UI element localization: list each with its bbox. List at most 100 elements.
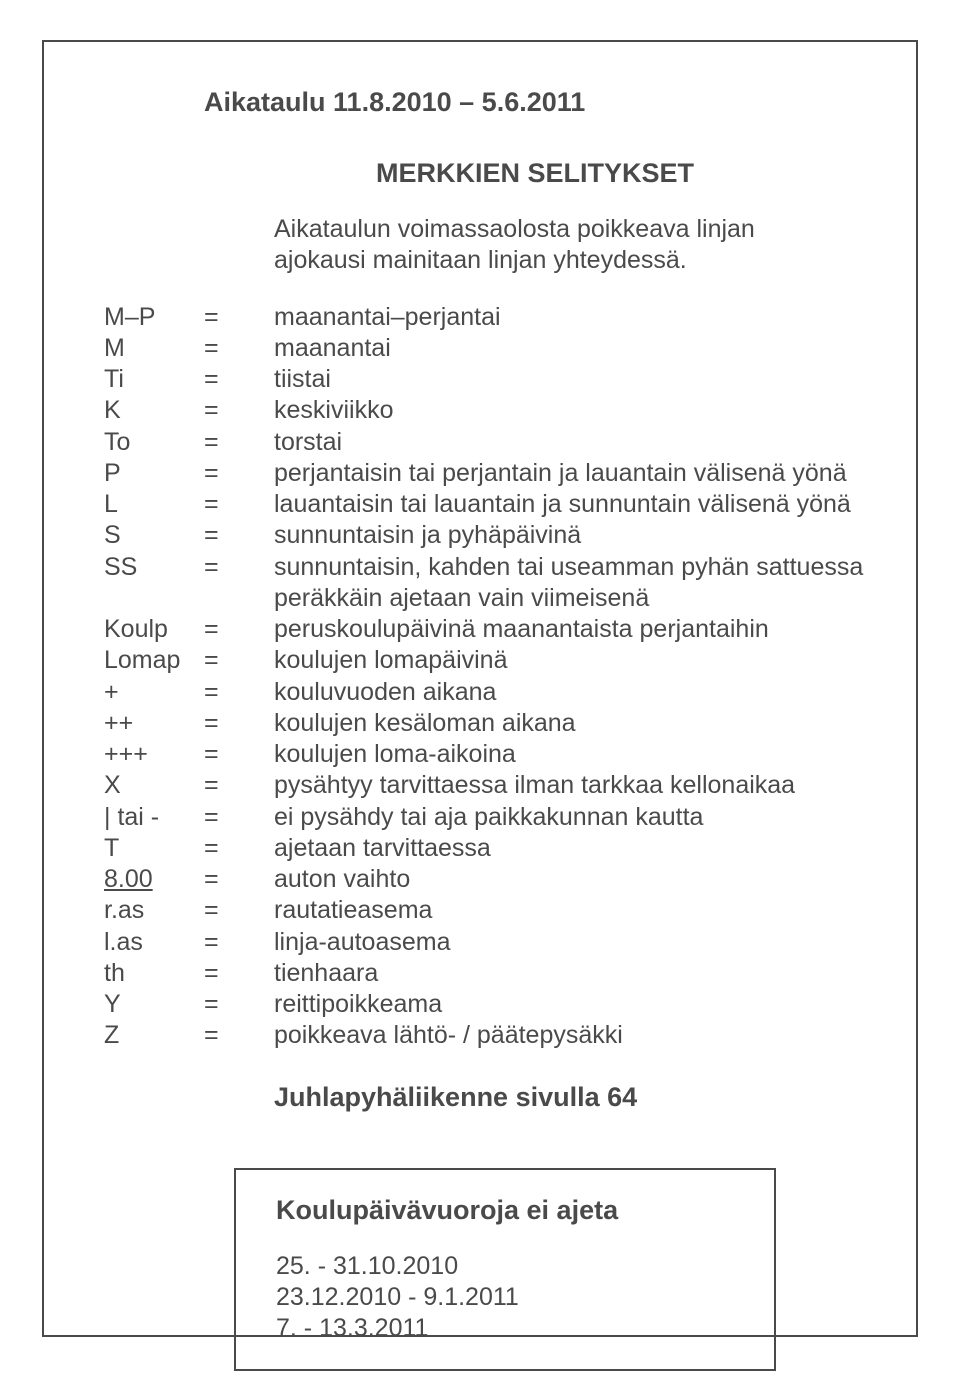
definition-row: S=sunnuntaisin ja pyhäpäivinä bbox=[104, 520, 866, 551]
no-service-box: Koulupäivävuoroja ei ajeta 25. - 31.10.2… bbox=[234, 1168, 776, 1372]
definition-value: sunnuntaisin ja pyhäpäivinä bbox=[274, 520, 866, 551]
definition-symbol: M–P bbox=[104, 302, 204, 333]
definition-equals: = bbox=[204, 395, 274, 426]
definition-equals: = bbox=[204, 364, 274, 395]
content-frame: Aikataulu 11.8.2010 – 5.6.2011 MERKKIEN … bbox=[42, 40, 918, 1337]
definition-value: perjantaisin tai perjantain ja lauantain… bbox=[274, 458, 866, 489]
definition-equals: = bbox=[204, 458, 274, 489]
definition-value: lauantaisin tai lauantain ja sunnuntain … bbox=[274, 489, 866, 520]
definition-equals: = bbox=[204, 614, 274, 645]
definition-value: ajetaan tarvittaessa bbox=[274, 833, 866, 864]
definition-equals: = bbox=[204, 864, 274, 895]
definition-row: L=lauantaisin tai lauantain ja sunnuntai… bbox=[104, 489, 866, 520]
definition-row: Z=poikkeava lähtö- / päätepysäkki bbox=[104, 1020, 866, 1051]
definition-row: Ti=tiistai bbox=[104, 364, 866, 395]
definition-row: l.as=linja-autoasema bbox=[104, 927, 866, 958]
definition-symbol: Lomap bbox=[104, 645, 204, 676]
definition-value: koulujen lomapäivinä bbox=[274, 645, 866, 676]
no-service-date: 25. - 31.10.2010 bbox=[276, 1251, 744, 1282]
definition-row: Koulp=peruskoulupäivinä maanantaista per… bbox=[104, 614, 866, 645]
definitions-list: M–P=maanantai–perjantaiM=maanantaiTi=tii… bbox=[104, 302, 866, 1052]
definition-row: +++=koulujen loma-aikoina bbox=[104, 739, 866, 770]
definition-symbol: Ti bbox=[104, 364, 204, 395]
definition-value: keskiviikko bbox=[274, 395, 866, 426]
definition-symbol: ++ bbox=[104, 708, 204, 739]
definition-row: Y=reittipoikkeama bbox=[104, 989, 866, 1020]
definition-symbol: SS bbox=[104, 552, 204, 583]
definition-value: tiistai bbox=[274, 364, 866, 395]
definition-value: sunnuntaisin, kahden tai useamman pyhän … bbox=[274, 552, 866, 615]
definition-equals: = bbox=[204, 833, 274, 864]
page: Aikataulu 11.8.2010 – 5.6.2011 MERKKIEN … bbox=[0, 0, 960, 1377]
definition-value: kouluvuoden aikana bbox=[274, 677, 866, 708]
definition-symbol: th bbox=[104, 958, 204, 989]
definition-value: torstai bbox=[274, 427, 866, 458]
definition-value: maanantai–perjantai bbox=[274, 302, 866, 333]
definition-symbol: K bbox=[104, 395, 204, 426]
definition-row: K=keskiviikko bbox=[104, 395, 866, 426]
definition-equals: = bbox=[204, 708, 274, 739]
definition-symbol: l.as bbox=[104, 927, 204, 958]
definition-value: koulujen loma-aikoina bbox=[274, 739, 866, 770]
page-title: Aikataulu 11.8.2010 – 5.6.2011 bbox=[204, 87, 866, 118]
definition-row: To=torstai bbox=[104, 427, 866, 458]
definition-row: X=pysähtyy tarvittaessa ilman tarkkaa ke… bbox=[104, 770, 866, 801]
definition-symbol: X bbox=[104, 770, 204, 801]
definition-value: tienhaara bbox=[274, 958, 866, 989]
definition-equals: = bbox=[204, 520, 274, 551]
footer-note: Juhlapyhäliikenne sivulla 64 bbox=[274, 1082, 866, 1113]
no-service-date: 7. - 13.3.2011 bbox=[276, 1313, 744, 1344]
definition-row: r.as=rautatieasema bbox=[104, 895, 866, 926]
definition-row: 8.00=auton vaihto bbox=[104, 864, 866, 895]
no-service-date: 23.12.2010 - 9.1.2011 bbox=[276, 1282, 744, 1313]
section-heading: MERKKIEN SELITYKSET bbox=[254, 158, 816, 189]
definition-value: pysähtyy tarvittaessa ilman tarkkaa kell… bbox=[274, 770, 866, 801]
definition-equals: = bbox=[204, 1020, 274, 1051]
definition-equals: = bbox=[204, 552, 274, 583]
definition-equals: = bbox=[204, 770, 274, 801]
definition-equals: = bbox=[204, 958, 274, 989]
definition-equals: = bbox=[204, 895, 274, 926]
definition-equals: = bbox=[204, 302, 274, 333]
definition-value: rautatieasema bbox=[274, 895, 866, 926]
no-service-dates: 25. - 31.10.201023.12.2010 - 9.1.20117. … bbox=[276, 1251, 744, 1345]
definition-symbol: S bbox=[104, 520, 204, 551]
definition-equals: = bbox=[204, 802, 274, 833]
definition-row: P=perjantaisin tai perjantain ja lauanta… bbox=[104, 458, 866, 489]
definition-value: peruskoulupäivinä maanantaista perjantai… bbox=[274, 614, 866, 645]
definition-row: M=maanantai bbox=[104, 333, 866, 364]
definition-symbol: +++ bbox=[104, 739, 204, 770]
no-service-title: Koulupäivävuoroja ei ajeta bbox=[276, 1195, 744, 1226]
definition-row: ++=koulujen kesäloman aikana bbox=[104, 708, 866, 739]
definition-symbol: T bbox=[104, 833, 204, 864]
definition-value: auton vaihto bbox=[274, 864, 866, 895]
definition-equals: = bbox=[204, 677, 274, 708]
definition-value: maanantai bbox=[274, 333, 866, 364]
definition-symbol: 8.00 bbox=[104, 864, 204, 895]
definition-value: koulujen kesäloman aikana bbox=[274, 708, 866, 739]
definition-equals: = bbox=[204, 927, 274, 958]
definition-symbol: Y bbox=[104, 989, 204, 1020]
definition-row: +=kouluvuoden aikana bbox=[104, 677, 866, 708]
definition-symbol: Koulp bbox=[104, 614, 204, 645]
definition-symbol: P bbox=[104, 458, 204, 489]
definition-equals: = bbox=[204, 989, 274, 1020]
definition-symbol: + bbox=[104, 677, 204, 708]
definition-symbol: | tai - bbox=[104, 802, 204, 833]
definition-row: | tai -=ei pysähdy tai aja paikkakunnan … bbox=[104, 802, 866, 833]
definition-equals: = bbox=[204, 427, 274, 458]
definition-value: poikkeava lähtö- / päätepysäkki bbox=[274, 1020, 866, 1051]
intro-text: Aikataulun voimassaolosta poikkeava linj… bbox=[274, 214, 846, 277]
definition-symbol: Z bbox=[104, 1020, 204, 1051]
definition-symbol: To bbox=[104, 427, 204, 458]
definition-row: SS=sunnuntaisin, kahden tai useamman pyh… bbox=[104, 552, 866, 615]
definition-value: linja-autoasema bbox=[274, 927, 866, 958]
definition-row: T=ajetaan tarvittaessa bbox=[104, 833, 866, 864]
definition-row: Lomap=koulujen lomapäivinä bbox=[104, 645, 866, 676]
definition-symbol: M bbox=[104, 333, 204, 364]
definition-equals: = bbox=[204, 333, 274, 364]
definition-equals: = bbox=[204, 489, 274, 520]
definition-symbol: r.as bbox=[104, 895, 204, 926]
definition-value: reittipoikkeama bbox=[274, 989, 866, 1020]
definition-value: ei pysähdy tai aja paikkakunnan kautta bbox=[274, 802, 866, 833]
